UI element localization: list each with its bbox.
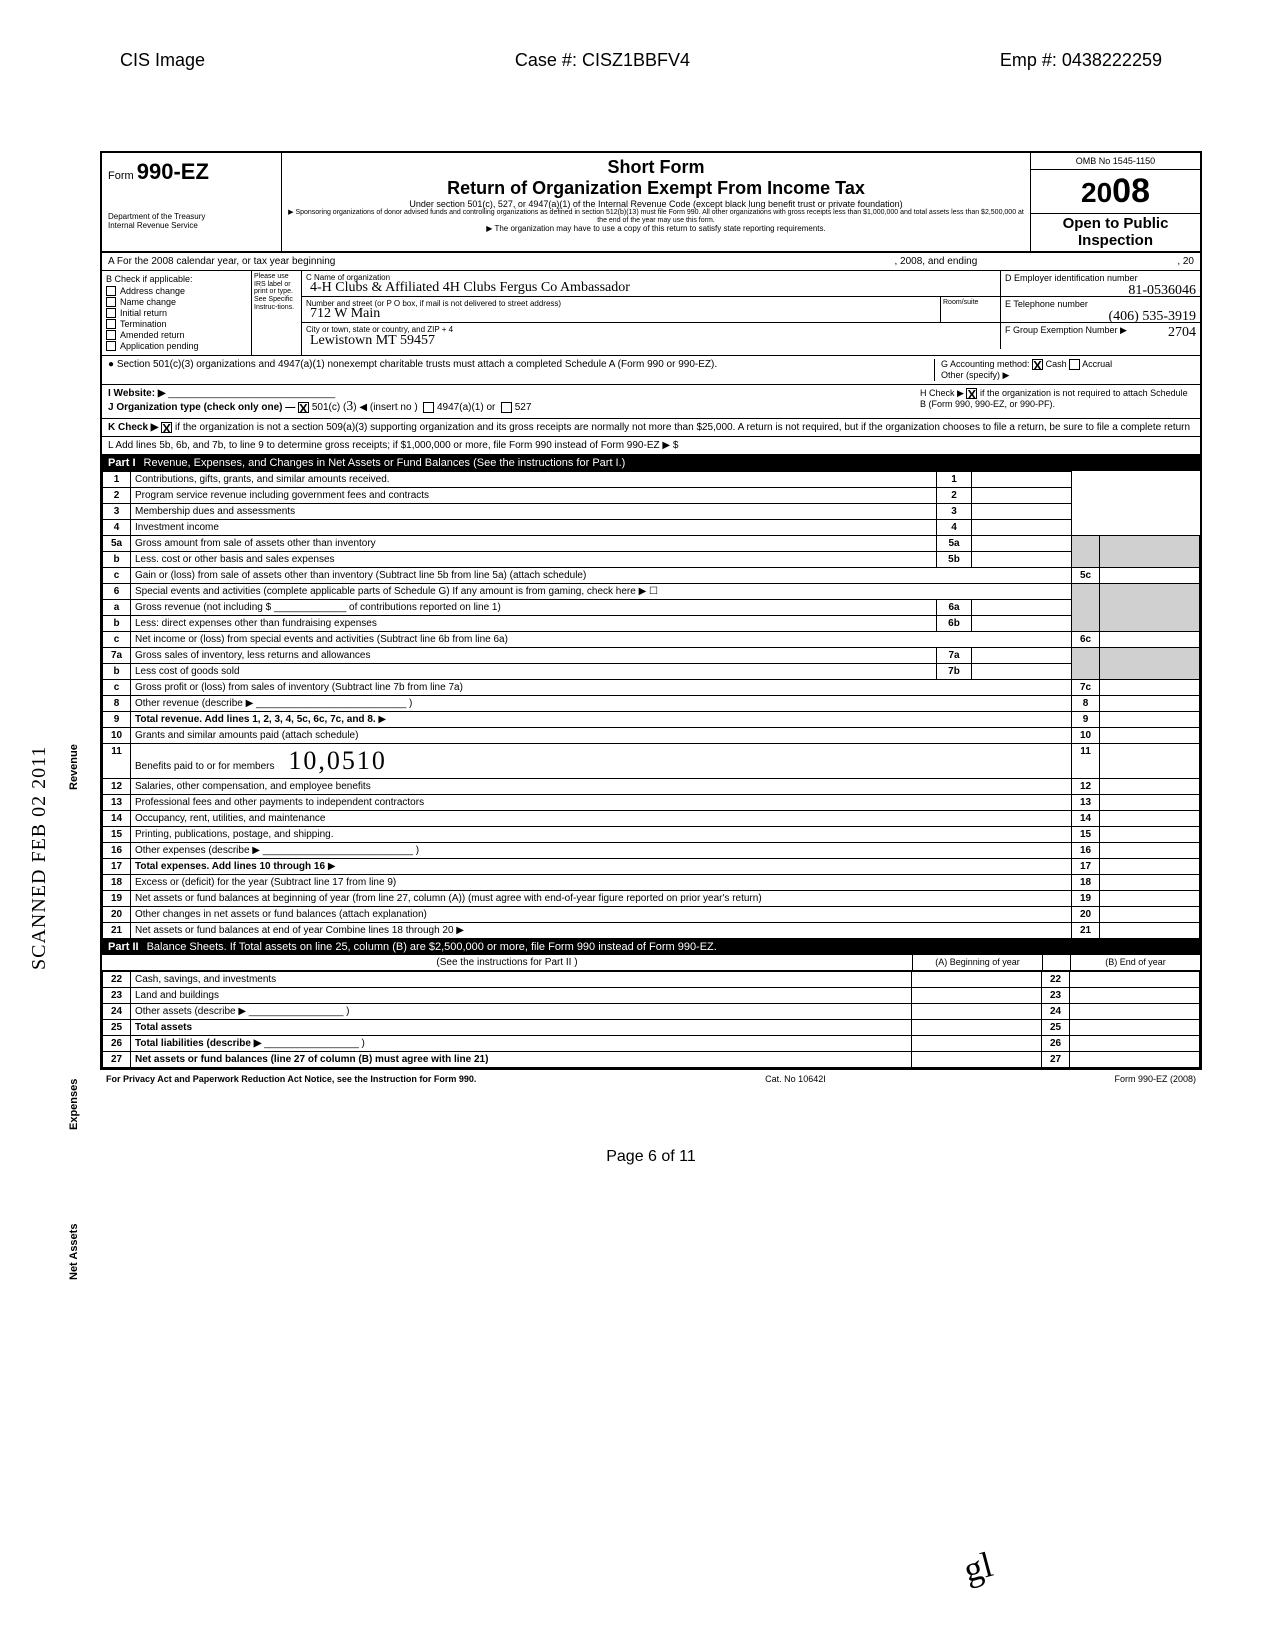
city-hw: Lewistown MT 59457	[310, 333, 435, 349]
cis-label: CIS Image	[120, 50, 205, 71]
page-header: CIS Image Case #: CISZ1BBFV4 Emp #: 0438…	[100, 50, 1202, 71]
phone-hw: (406) 535-3919	[1109, 309, 1197, 325]
website-label: I Website: ▶	[108, 388, 166, 399]
please-label: Please use IRS label or print or type. S…	[252, 271, 302, 355]
initials-signature: gl	[959, 1543, 997, 1591]
chk-term[interactable]	[106, 319, 116, 329]
part1-header: Part I Revenue, Expenses, and Changes in…	[102, 455, 1200, 471]
side-netassets: Net Assets	[68, 1224, 80, 1280]
chk-name[interactable]	[106, 297, 116, 307]
balance-sheet-table: 22Cash, savings, and investments22 23Lan…	[102, 971, 1200, 1068]
revenue-table: 1Contributions, gifts, grants, and simil…	[102, 471, 1200, 939]
chk-address[interactable]	[106, 286, 116, 296]
chk-initial[interactable]	[106, 308, 116, 318]
chk-527[interactable]	[501, 402, 512, 413]
schedule-a-note: ● Section 501(c)(3) organizations and 49…	[108, 359, 934, 381]
org-name-hw: 4-H Clubs & Affiliated 4H Clubs Fergus C…	[310, 280, 630, 296]
page-number: Page 6 of 11	[100, 1148, 1202, 1166]
chk-accrual[interactable]	[1069, 359, 1080, 370]
chk-4947[interactable]	[423, 402, 434, 413]
group-hw: 2704	[1168, 325, 1196, 341]
chk-k[interactable]	[161, 422, 172, 433]
chk-pending[interactable]	[106, 341, 116, 351]
dept-label: Department of the Treasury Internal Reve…	[108, 213, 275, 231]
chk-amend[interactable]	[106, 330, 116, 340]
side-expenses: Expenses	[68, 1079, 80, 1130]
form-footer: For Privacy Act and Paperwork Reduction …	[100, 1070, 1202, 1088]
col-b-checkboxes: B Check if applicable: Address change Na…	[102, 271, 252, 355]
row-a: A For the 2008 calendar year, or tax yea…	[102, 253, 1200, 271]
chk-cash[interactable]	[1032, 359, 1043, 370]
hw-10510: 10,0510	[288, 746, 387, 775]
chk-h[interactable]	[966, 388, 977, 399]
emp-label: Emp #: 0438222259	[1000, 50, 1162, 71]
part2-header: Part II Balance Sheets. If Total assets …	[102, 939, 1200, 955]
year-box: OMB No 1545-1150 2008 Open to PublicInsp…	[1030, 153, 1200, 251]
form-990ez: Form 990-EZ Department of the Treasury I…	[100, 151, 1202, 1070]
form-id-box: Form 990-EZ Department of the Treasury I…	[102, 153, 282, 251]
col-right: D Employer identification number81-05360…	[1000, 271, 1200, 355]
side-revenue: Revenue	[68, 744, 80, 790]
street-hw: 712 W Main	[310, 306, 380, 322]
line-l: L Add lines 5b, 6b, and 7b, to line 9 to…	[108, 440, 678, 451]
chk-501c[interactable]	[298, 402, 309, 413]
title-box: Short Form Return of Organization Exempt…	[282, 153, 1030, 251]
scanned-stamp: SCANNED FEB 02 2011	[28, 746, 51, 970]
case-label: Case #: CISZ1BBFV4	[515, 50, 690, 71]
ein-hw: 81-0536046	[1128, 283, 1196, 299]
